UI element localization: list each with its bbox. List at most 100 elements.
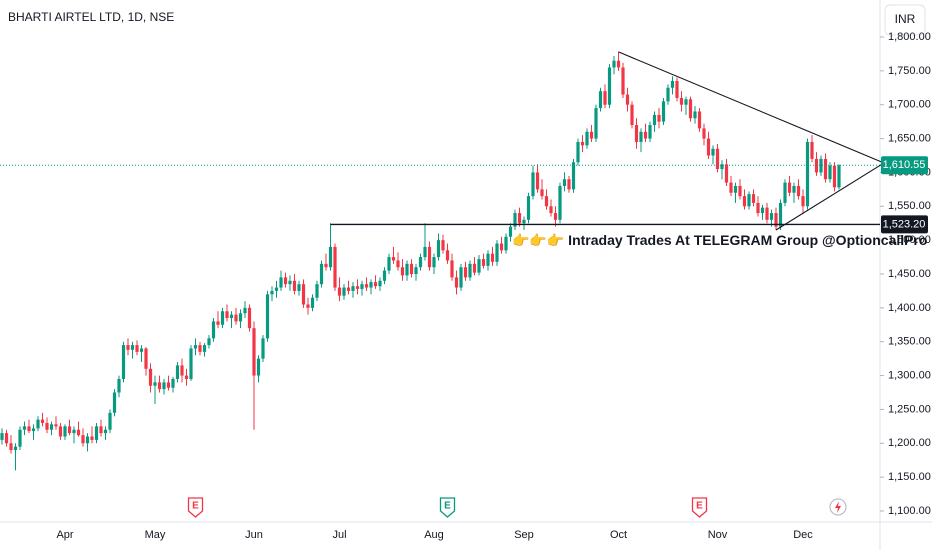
candle-body [607, 67, 612, 105]
candle-body [72, 429, 76, 434]
candle-body [625, 94, 630, 105]
currency-button[interactable] [884, 4, 926, 36]
candle-body [229, 314, 234, 319]
candle-body [571, 162, 576, 190]
currency-label[interactable]: INR [895, 12, 916, 26]
candle-body [463, 267, 468, 278]
candle-body [364, 284, 369, 288]
candle-body [94, 426, 99, 440]
candle-body [297, 284, 301, 291]
candle-body [742, 196, 747, 207]
candle-body [576, 141, 580, 163]
candle-body [301, 284, 306, 305]
candle-body [346, 287, 351, 291]
candle-body [769, 213, 774, 220]
candle-body [220, 311, 225, 325]
candle-body [436, 240, 441, 258]
candle-body [603, 91, 607, 105]
trendline [618, 51, 885, 164]
candle-body [292, 280, 297, 291]
candle-body [594, 108, 598, 139]
candle-body [144, 348, 148, 369]
trendline [775, 162, 885, 231]
candle-body [585, 131, 589, 146]
x-tick-label: Aug [424, 529, 444, 541]
candle-body [270, 290, 274, 295]
candle-body [459, 267, 463, 288]
candle-body [810, 141, 814, 159]
candle-body [373, 282, 378, 287]
x-tick-label: Nov [708, 529, 728, 541]
candle-body [13, 446, 18, 451]
candle-body [778, 202, 783, 227]
candle-body [634, 125, 639, 142]
candle-body [553, 213, 558, 220]
icon-bolt [835, 501, 841, 513]
candle-body [805, 141, 810, 207]
candle-body [747, 194, 751, 207]
candle-body [216, 321, 220, 325]
candle-body [774, 213, 778, 227]
candle-body [531, 172, 535, 197]
candle-body [679, 97, 684, 105]
candle-body [801, 196, 805, 207]
candle-body [202, 345, 207, 352]
candle-body [207, 338, 211, 346]
candle-body [657, 114, 661, 122]
candle-body [423, 246, 427, 258]
candle-body [549, 206, 553, 214]
candle-body [324, 263, 328, 268]
y-tick-label: 1,700.00 [888, 99, 931, 111]
candle-body [526, 196, 531, 220]
candle-body [706, 138, 711, 156]
x-tick-label: Dec [793, 529, 813, 541]
level-box [881, 215, 928, 234]
candle-body [310, 297, 315, 308]
candle-body [112, 392, 117, 413]
y-tick-label: 1,350.00 [888, 336, 931, 348]
candle-body [18, 429, 22, 447]
candle-body [517, 213, 522, 224]
candle-body [396, 260, 400, 268]
candle-body [715, 148, 720, 170]
candle-body [180, 365, 184, 376]
candle-body [81, 435, 85, 444]
candle-body [432, 257, 436, 268]
candle-body [702, 128, 706, 139]
candle-body [720, 164, 724, 170]
candle-body [427, 246, 432, 268]
event-label: E [192, 501, 199, 512]
candle-body [697, 111, 702, 129]
candle-body [49, 424, 54, 430]
candle-body [733, 185, 738, 193]
candle-body [823, 158, 828, 180]
candle-body [688, 99, 693, 119]
candle-body [472, 263, 477, 273]
candle-body [148, 368, 153, 386]
candle-body [630, 104, 634, 126]
candle-body [238, 313, 243, 322]
level-label: 1,523.20 [883, 218, 926, 230]
candle-body [261, 338, 265, 359]
event-marker [691, 497, 708, 518]
candle-body [819, 158, 823, 173]
lightning-icon [829, 498, 847, 516]
candle-body [256, 358, 261, 376]
candle-body [319, 263, 324, 285]
candle-body [198, 345, 202, 352]
candle-body [22, 426, 27, 430]
y-tick-label: 1,800.00 [888, 31, 931, 43]
candle-body [832, 165, 837, 188]
candle-body [504, 236, 508, 251]
candle-body [4, 433, 9, 444]
candles [0, 51, 841, 471]
candle-body [661, 101, 666, 122]
candle-body [369, 282, 373, 288]
candle-body [580, 141, 585, 146]
candle-body [418, 257, 423, 268]
candle-body [153, 382, 157, 386]
candle-body [508, 226, 513, 237]
y-tick-label: 1,450.00 [888, 268, 931, 280]
candle-body [139, 348, 144, 352]
candle-body [121, 345, 126, 379]
